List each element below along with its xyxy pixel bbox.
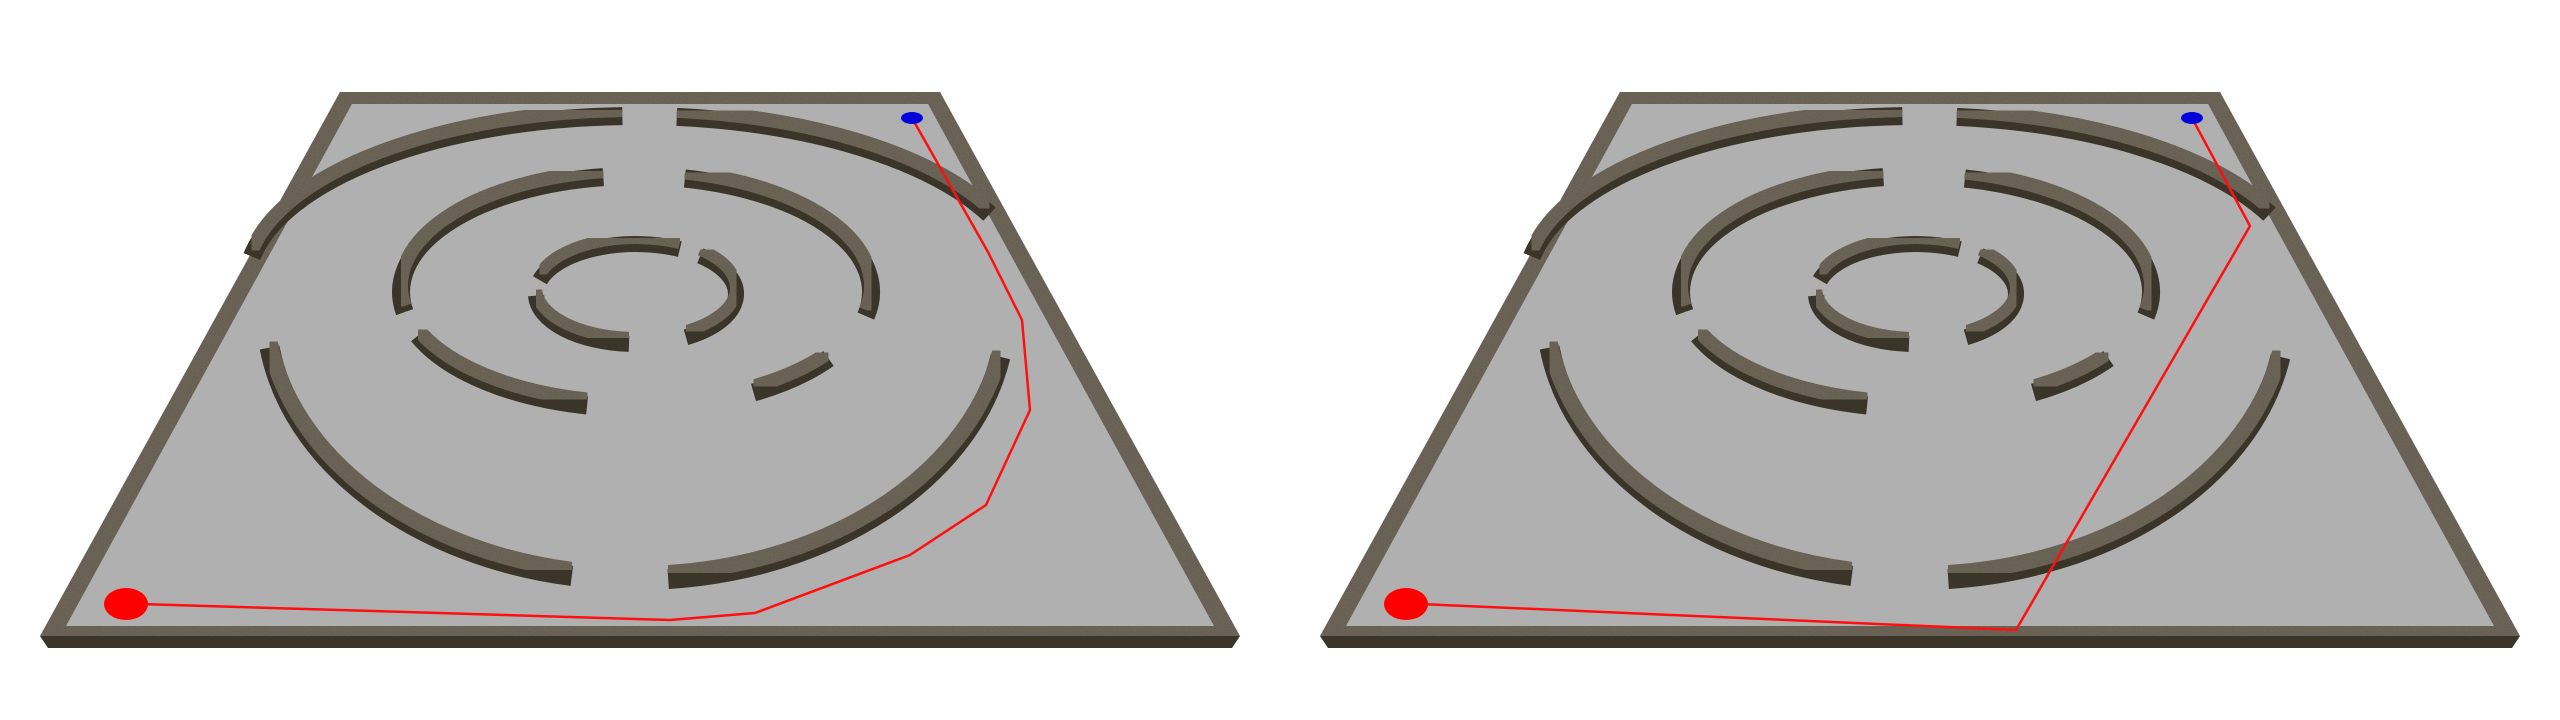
middle-ring-wall-bottom	[1692, 324, 1868, 407]
inner-ring-wall-right	[684, 244, 742, 338]
left-maze-panel	[40, 92, 1240, 648]
outer-ring-wall-bottom-left	[1541, 340, 1853, 578]
outer-ring-wall-top-right	[676, 103, 995, 214]
outer-ring-wall-bottom-right	[1947, 349, 2289, 581]
maze-walls	[243, 103, 1011, 589]
middle-ring-wall-right	[1964, 165, 2159, 313]
solution-path	[1419, 117, 2252, 632]
maze-board	[40, 92, 1240, 648]
board-floor	[66, 104, 1214, 626]
board-front-edge	[40, 636, 1240, 648]
inner-ring-wall-left	[530, 288, 630, 344]
start-marker	[1384, 588, 1428, 620]
middle-ring-wall-lower-right	[2031, 346, 2113, 394]
right-maze-panel	[1280, 0, 2560, 720]
inner-ring-wall-left	[1810, 288, 1910, 344]
inner-ring-wall-right	[1964, 244, 2022, 338]
outer-ring-wall-bottom-right	[667, 349, 1009, 581]
solution-path	[139, 117, 1032, 622]
left-maze-view	[40, 92, 1240, 648]
inner-ring-wall-top	[1814, 232, 1962, 278]
inner-ring-wall-top	[534, 232, 682, 278]
maze-board	[1320, 92, 2520, 648]
middle-ring-wall-top-left	[394, 164, 604, 309]
middle-ring-wall-bottom	[412, 324, 588, 407]
board-front-edge	[1320, 636, 2520, 648]
right-maze-view	[1320, 92, 2520, 648]
outer-ring-wall-top-right	[1956, 103, 2275, 214]
start-marker	[104, 588, 148, 620]
outer-ring-wall-top-left	[1525, 103, 1903, 254]
outer-ring-wall-bottom-left	[261, 340, 573, 578]
goal-marker	[2181, 112, 2203, 124]
middle-ring-wall-right	[684, 165, 879, 313]
maze-walls	[1523, 103, 2291, 589]
outer-ring-wall-top-left	[245, 103, 623, 254]
goal-marker	[901, 112, 923, 124]
board-floor	[1346, 104, 2494, 626]
middle-ring-wall-top-left	[1674, 164, 1884, 309]
middle-ring-wall-lower-right	[751, 346, 833, 394]
